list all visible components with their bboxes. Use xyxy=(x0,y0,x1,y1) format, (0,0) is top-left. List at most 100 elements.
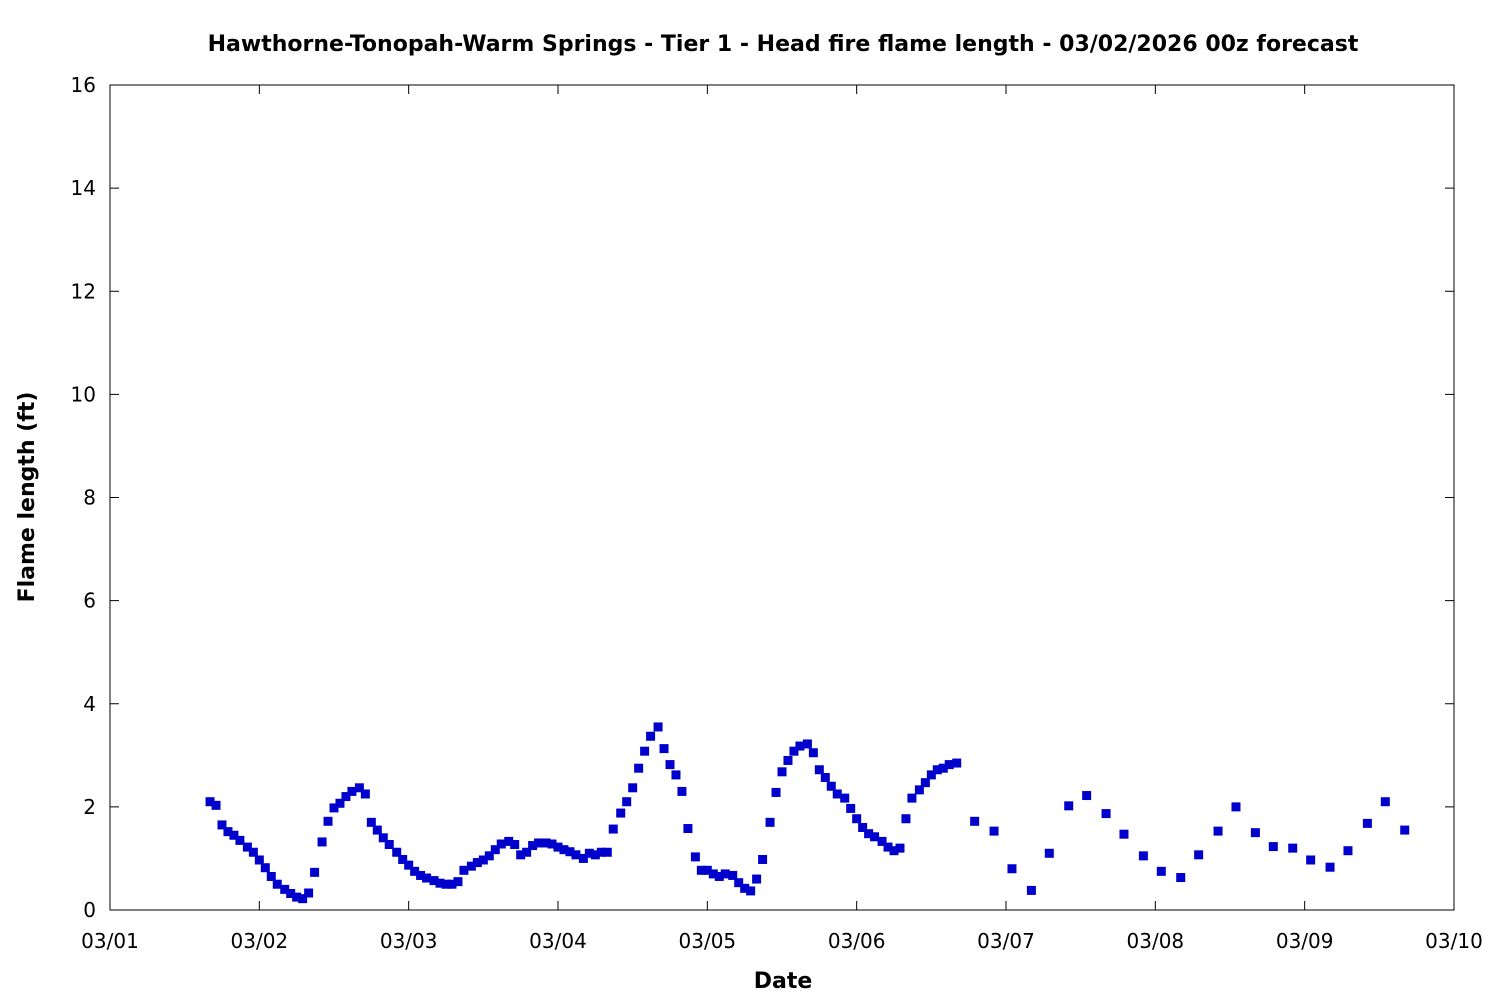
data-point xyxy=(671,770,681,780)
data-point xyxy=(771,787,781,797)
data-point xyxy=(602,847,612,857)
plot-area-frame xyxy=(109,84,1455,911)
data-point xyxy=(783,755,793,765)
data-point xyxy=(341,792,351,802)
data-point xyxy=(1250,828,1260,838)
data-point xyxy=(286,889,296,898)
data-point xyxy=(690,852,700,862)
data-point xyxy=(504,836,514,846)
data-point xyxy=(1343,846,1353,856)
data-point xyxy=(1213,826,1223,836)
data-point xyxy=(765,817,775,827)
data-point xyxy=(877,836,887,846)
data-point xyxy=(864,829,874,839)
y-tick-label: 12 xyxy=(71,279,96,303)
data-point xyxy=(889,846,899,856)
data-point xyxy=(272,879,282,889)
data-point xyxy=(826,781,836,791)
data-point xyxy=(789,746,799,756)
data-point xyxy=(1194,850,1204,860)
data-point xyxy=(372,825,382,835)
data-point xyxy=(938,763,948,773)
data-point xyxy=(1064,801,1074,811)
data-point xyxy=(528,841,538,851)
data-point xyxy=(907,793,917,803)
data-point xyxy=(846,803,856,813)
data-point xyxy=(683,824,693,834)
data-point xyxy=(211,800,221,810)
data-point xyxy=(1101,809,1111,819)
data-point xyxy=(292,892,302,902)
data-point xyxy=(510,840,520,850)
data-point xyxy=(323,816,333,826)
data-point xyxy=(366,817,376,827)
data-point xyxy=(814,765,824,775)
data-point xyxy=(205,797,215,807)
data-point xyxy=(441,879,451,889)
data-point xyxy=(734,878,744,888)
data-point xyxy=(901,814,911,824)
x-tick-label: 03/08 xyxy=(1127,929,1185,953)
data-point xyxy=(728,870,738,880)
data-point xyxy=(410,866,420,876)
data-point xyxy=(590,850,600,860)
data-point xyxy=(920,778,930,788)
y-tick-label: 6 xyxy=(83,589,96,613)
data-point xyxy=(858,823,868,832)
data-point xyxy=(1082,791,1092,801)
data-point xyxy=(708,869,718,879)
data-point xyxy=(970,816,980,826)
data-point xyxy=(422,873,432,883)
data-point xyxy=(616,808,626,818)
data-point xyxy=(1325,862,1335,872)
data-point xyxy=(628,783,638,793)
x-tick-label: 03/02 xyxy=(231,929,289,953)
data-point xyxy=(646,731,656,741)
data-point xyxy=(659,744,669,754)
y-tick-label: 16 xyxy=(71,73,96,97)
data-points xyxy=(205,722,1410,904)
data-point xyxy=(416,870,426,880)
data-point xyxy=(541,838,551,848)
y-tick-label: 8 xyxy=(83,486,96,510)
data-point xyxy=(280,884,290,894)
x-tick-label: 03/10 xyxy=(1425,929,1483,953)
data-point xyxy=(472,858,482,868)
data-point xyxy=(952,758,962,768)
data-point xyxy=(429,876,439,886)
data-point xyxy=(304,888,314,898)
x-tick-label: 03/07 xyxy=(977,929,1035,953)
data-point xyxy=(758,854,768,864)
data-point xyxy=(926,770,936,780)
data-point xyxy=(840,793,850,803)
data-point xyxy=(522,847,532,857)
data-point xyxy=(354,783,364,793)
data-point xyxy=(1176,873,1186,883)
data-point xyxy=(746,886,756,896)
data-point xyxy=(802,739,812,749)
data-point xyxy=(347,786,357,796)
data-point xyxy=(317,837,327,847)
data-point xyxy=(752,874,762,884)
data-point xyxy=(1007,864,1017,874)
data-point xyxy=(1380,797,1390,807)
data-point xyxy=(608,824,618,834)
data-point xyxy=(1288,843,1298,853)
x-tick-label: 03/01 xyxy=(81,929,139,953)
data-point xyxy=(453,877,463,887)
data-point xyxy=(634,763,644,773)
data-point xyxy=(1362,818,1372,828)
data-point xyxy=(360,789,370,799)
chart-title: Hawthorne-Tonopah-Warm Springs - Tier 1 … xyxy=(208,32,1359,57)
x-tick-label: 03/09 xyxy=(1276,929,1334,953)
y-tick-label: 0 xyxy=(83,898,96,922)
data-point xyxy=(435,878,445,888)
data-point xyxy=(571,850,581,860)
data-point xyxy=(696,865,706,875)
data-point xyxy=(677,786,687,796)
data-point xyxy=(622,797,632,807)
data-point xyxy=(1026,885,1036,895)
data-point xyxy=(547,839,557,849)
data-point xyxy=(702,865,712,875)
